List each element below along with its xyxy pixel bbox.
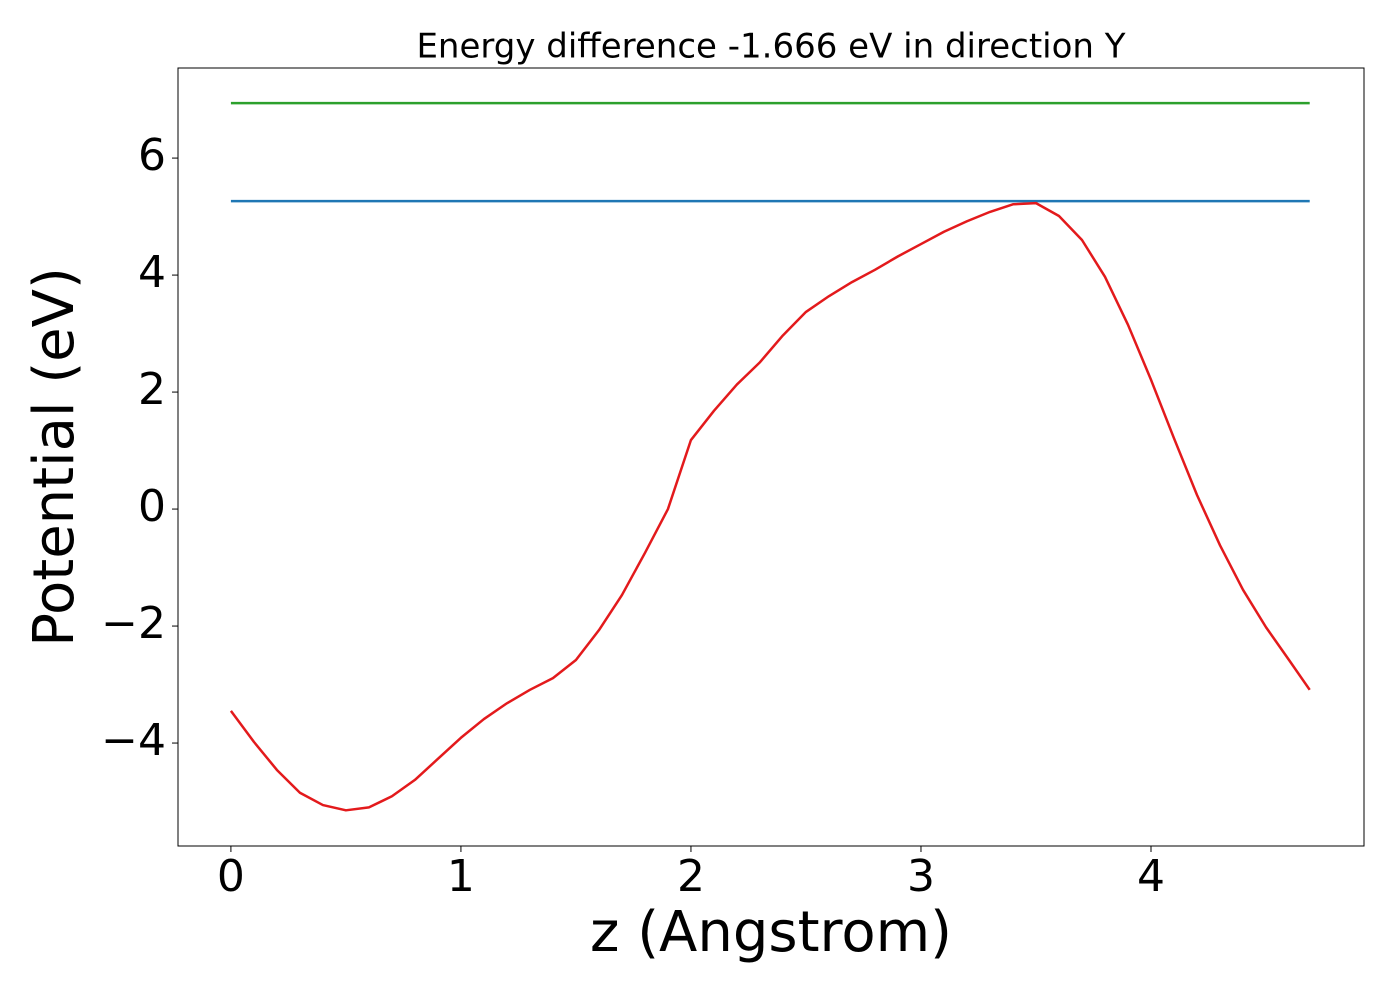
- y-tick-label: 6: [138, 130, 166, 181]
- x-tick-label: 3: [907, 851, 935, 902]
- y-tick-label: 2: [138, 364, 166, 415]
- x-tick-label: 0: [217, 851, 245, 902]
- y-tick-label: 0: [138, 481, 166, 532]
- x-tick-label: 2: [677, 851, 705, 902]
- y-tick-label: 4: [138, 247, 166, 298]
- y-tick-label: −2: [101, 598, 166, 649]
- y-tick-label: −4: [101, 715, 166, 766]
- plot-frame: [177, 67, 1365, 847]
- chart-title: Energy difference -1.666 eV in direction…: [416, 27, 1125, 67]
- x-tick-label: 4: [1137, 851, 1165, 902]
- x-axis-label: z (Angstrom): [590, 900, 952, 965]
- y-axis-label: Potential (eV): [22, 267, 87, 647]
- line-series: [229, 201, 1311, 812]
- x-tick-label: 1: [447, 851, 475, 902]
